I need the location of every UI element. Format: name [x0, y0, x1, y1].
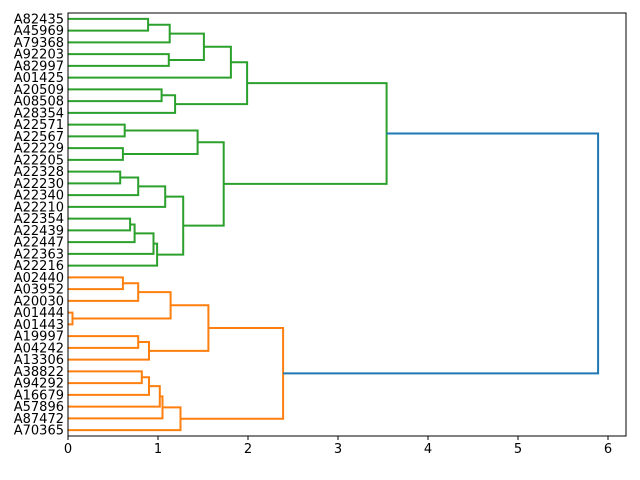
leaf-label: A94292 — [14, 377, 64, 392]
leaf-label: A70365 — [14, 424, 64, 439]
leaf-label: A22363 — [14, 247, 64, 262]
leaf-label: A16679 — [14, 388, 64, 403]
leaf-label: A82435 — [14, 12, 64, 27]
x-tick-label: 3 — [334, 442, 342, 457]
leaf-label: A28354 — [14, 106, 64, 121]
leaf-label: A22340 — [14, 189, 64, 204]
x-tick-label: 4 — [424, 442, 432, 457]
leaf-label: A22210 — [14, 200, 64, 215]
leaf-label: A22328 — [14, 165, 64, 180]
leaf-label: A82997 — [14, 59, 64, 74]
leaf-label: A87472 — [14, 412, 64, 427]
leaf-label: A22230 — [14, 177, 64, 192]
leaf-label: A19997 — [14, 330, 64, 345]
leaf-label: A01425 — [14, 71, 64, 86]
leaf-label: A22229 — [14, 142, 64, 157]
leaf-label: A01444 — [14, 306, 64, 321]
leaf-label: A45969 — [14, 24, 64, 39]
leaf-label: A38822 — [14, 365, 64, 380]
x-tick-label: 6 — [604, 442, 612, 457]
leaf-label: A22216 — [14, 259, 64, 274]
x-tick-label: 1 — [154, 442, 162, 457]
leaf-label: A79368 — [14, 36, 64, 51]
x-tick-label: 0 — [64, 442, 72, 457]
leaf-label: A22205 — [14, 153, 64, 168]
leaf-label: A22567 — [14, 130, 64, 145]
leaf-label: A20030 — [14, 294, 64, 309]
leaf-label: A03952 — [14, 283, 64, 298]
leaf-label: A22447 — [14, 236, 64, 251]
leaf-label: A08508 — [14, 95, 64, 110]
leaf-label: A04242 — [14, 341, 64, 356]
leaf-label: A20509 — [14, 83, 64, 98]
leaf-label: A22571 — [14, 118, 64, 133]
leaf-label: A02440 — [14, 271, 64, 286]
x-tick-label: 5 — [514, 442, 522, 457]
leaf-label: A01443 — [14, 318, 64, 333]
x-tick-label: 2 — [244, 442, 252, 457]
leaf-label: A13306 — [14, 353, 64, 368]
dendrogram-link — [283, 132, 600, 375]
leaf-label: A22439 — [14, 224, 64, 239]
plot-border — [67, 12, 627, 437]
leaf-label: A57896 — [14, 400, 64, 415]
leaf-label: A92203 — [14, 48, 64, 63]
leaf-label: A22354 — [14, 212, 64, 227]
